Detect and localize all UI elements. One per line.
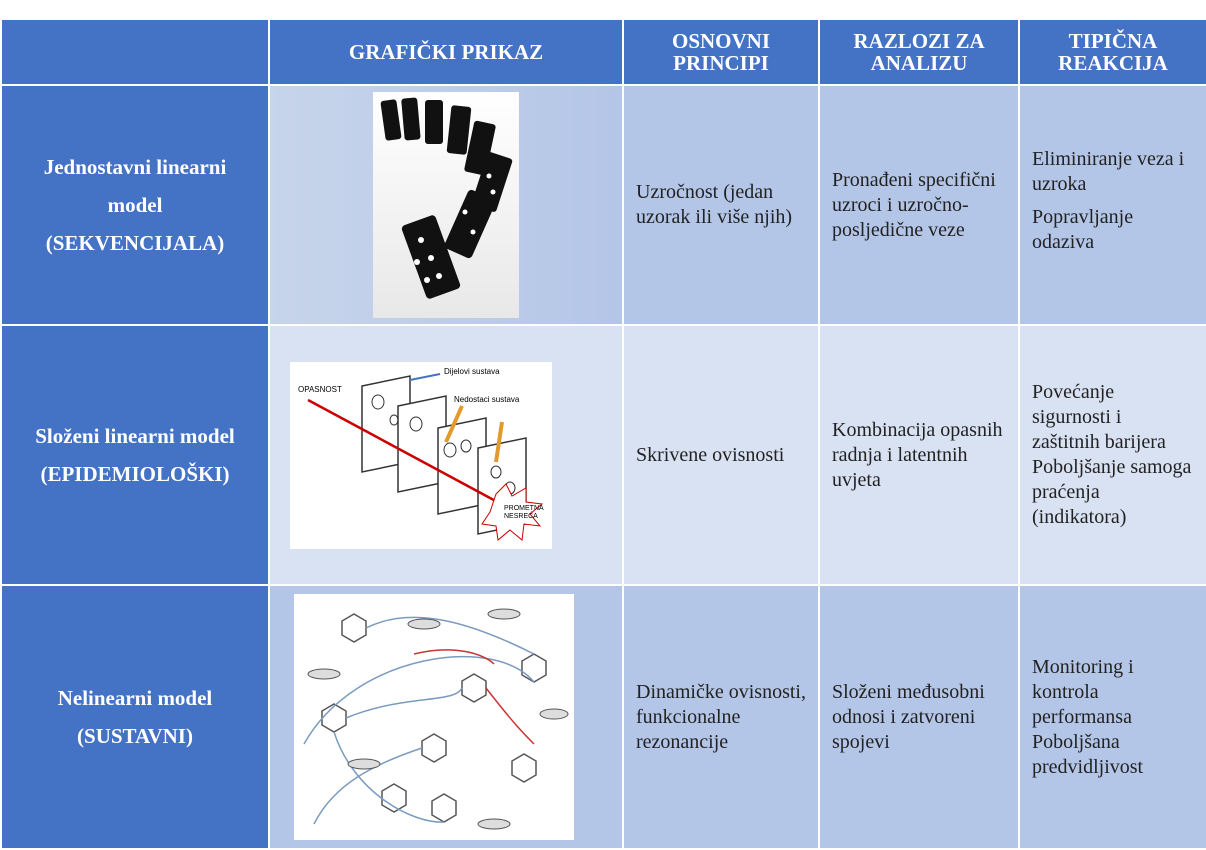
- model-type: (SUSTAVNI): [77, 724, 193, 748]
- figure-cell: [268, 584, 624, 850]
- figure-label: NESREĆA: [504, 511, 538, 520]
- model-type: (SEKVENCIJALA): [45, 231, 225, 255]
- principles-cell: Skrivene ovisnosti: [622, 324, 820, 586]
- reactions-cell: Eliminiranje veza i uzroka Popravljanje o…: [1018, 84, 1206, 326]
- column-header: OSNOVNI PRINCIPI: [622, 18, 820, 86]
- row: Jednostavni linearni model (SEKVENCIJALA)…: [0, 84, 1206, 326]
- figure-label: PROMETNA: [504, 505, 544, 512]
- reactions-cell: Monitoring i kontrola performansa Poboljš…: [1018, 584, 1206, 850]
- row: Složeni linearni model (EPIDEMIOLOŠKI) OP…: [0, 324, 1206, 586]
- reaction: Poboljšana predvidljivost: [1032, 730, 1144, 778]
- models-table: GRAFIČKI PRIKAZ OSNOVNI PRINCIPI RAZLOZI…: [0, 18, 1206, 850]
- model-cell: Jednostavni linearni model (SEKVENCIJALA): [0, 84, 270, 326]
- column-header: TIPIČNA REAKCIJA: [1018, 18, 1206, 86]
- column-header: RAZLOZI ZA ANALIZU: [818, 18, 1020, 86]
- figure-cell: [268, 84, 624, 326]
- column-header: GRAFIČKI PRIKAZ: [268, 18, 624, 86]
- row: Nelinearni model (SUSTAVNI): [0, 584, 1206, 850]
- reaction: Eliminiranje veza i uzroka: [1032, 148, 1185, 195]
- model-name: Jednostavni linearni model: [43, 155, 227, 217]
- domino-image: [373, 92, 519, 318]
- model-cell: Nelinearni model (SUSTAVNI): [0, 584, 270, 850]
- model-type: (EPIDEMIOLOŠKI): [40, 462, 230, 486]
- header-row: GRAFIČKI PRIKAZ OSNOVNI PRINCIPI RAZLOZI…: [0, 18, 1206, 86]
- figure-label: Dijelovi sustava: [444, 367, 500, 376]
- model-cell: Složeni linearni model (EPIDEMIOLOŠKI): [0, 324, 270, 586]
- figure-cell: OPASNOST Dijelovi sustava Nedostaci sust…: [268, 324, 624, 586]
- principles-cell: Dinamičke ovisnosti, funkcionalne rezona…: [622, 584, 820, 850]
- reaction: Povećanje sigurnosti i zaštitnih barijer…: [1032, 381, 1166, 453]
- network-image: [294, 594, 574, 840]
- figure-label: OPASNOST: [298, 385, 342, 394]
- figure-label: Nedostaci sustava: [454, 395, 520, 404]
- reasons-cell: Složeni međusobni odnosi i zatvoreni spo…: [818, 584, 1020, 850]
- reactions-cell: Povećanje sigurnosti i zaštitnih barijer…: [1018, 324, 1206, 586]
- reasons-cell: Pronađeni specifični uzroci i uzročno-po…: [818, 84, 1020, 326]
- model-name: Nelinearni model: [57, 686, 213, 710]
- swiss-cheese-image: OPASNOST Dijelovi sustava Nedostaci sust…: [290, 361, 552, 549]
- reaction: Poboljšanje samoga praćenja (indikatora): [1032, 456, 1192, 528]
- reasons-cell: Kombinacija opasnih radnja i latentnih u…: [818, 324, 1020, 586]
- reaction: Popravljanje odaziva: [1032, 206, 1134, 253]
- model-name: Složeni linearni model: [35, 424, 235, 448]
- principles-cell: Uzročnost (jedan uzorak ili više njih): [622, 84, 820, 326]
- corner-cell: [0, 18, 270, 86]
- reaction: Monitoring i kontrola performansa: [1032, 655, 1134, 728]
